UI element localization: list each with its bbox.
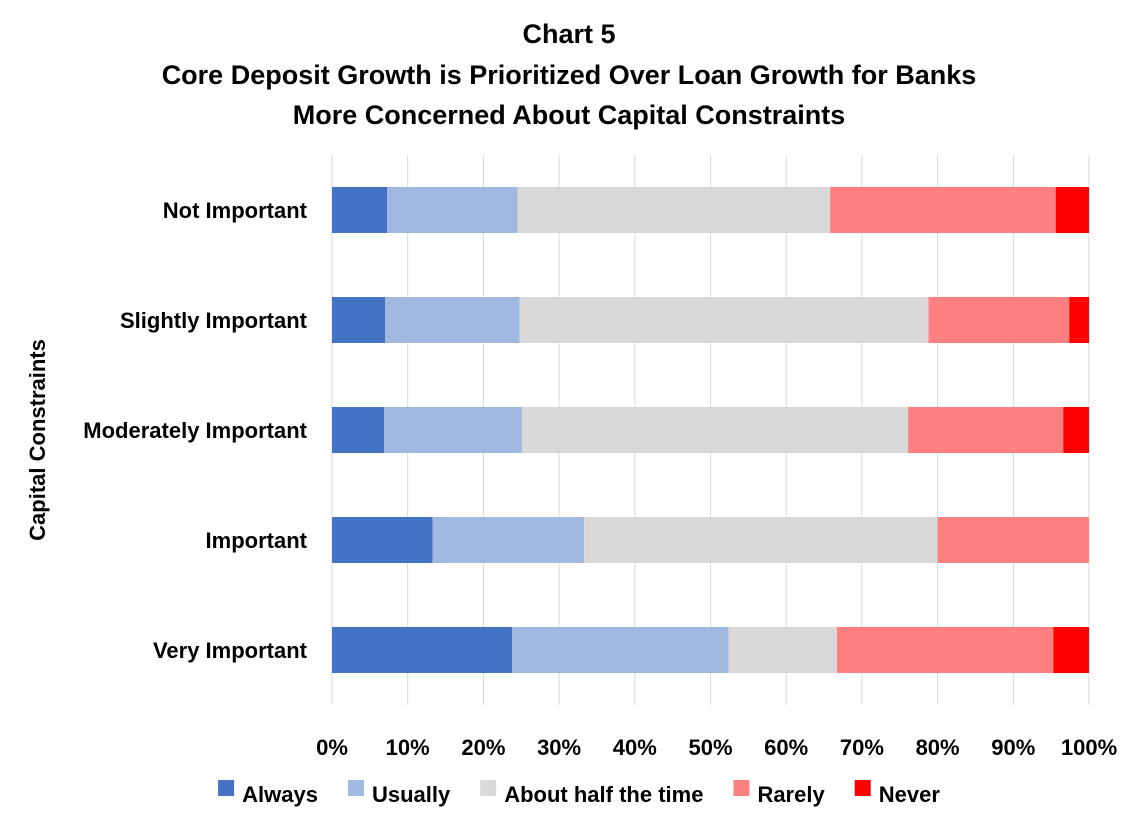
bar-segment (908, 407, 1064, 453)
legend-label: Usually (372, 782, 451, 807)
legend-label: Rarely (757, 782, 825, 807)
y-axis-title: Capital Constraints (25, 339, 50, 541)
bar-segment (332, 187, 388, 233)
bar-segment (522, 407, 909, 453)
x-tick-label: 60% (764, 735, 808, 760)
legend-item: Never (854, 780, 941, 807)
x-tick-label: 90% (991, 735, 1035, 760)
legend-swatch (480, 780, 497, 796)
category-label: Slightly Important (120, 308, 308, 333)
bar-segment (928, 297, 1070, 343)
legend-swatch (218, 780, 235, 796)
legend-label: Never (879, 782, 941, 807)
bar-segment (332, 297, 385, 343)
chart-title-line-1: Chart 5 (522, 19, 616, 49)
x-tick-label: 20% (461, 735, 505, 760)
x-tick-label: 80% (916, 735, 960, 760)
bars (332, 187, 1089, 673)
legend-item: Usually (347, 780, 451, 807)
x-tick-label: 30% (537, 735, 581, 760)
bar-segment (512, 627, 729, 673)
bar-segment (332, 627, 513, 673)
legend-swatch (347, 780, 364, 796)
bar-segment (830, 187, 1056, 233)
legend-item: Rarely (733, 780, 825, 807)
bar-segment (1055, 187, 1089, 233)
legend-item: About half the time (480, 780, 703, 807)
legend-item: Always (218, 780, 318, 807)
bar-segment (728, 627, 837, 673)
bar-segment (519, 297, 929, 343)
bar-segment (1053, 627, 1089, 673)
bar-segment (384, 297, 520, 343)
x-tick-label: 70% (840, 735, 884, 760)
category-label: Moderately Important (83, 418, 307, 443)
bar-segment (384, 407, 523, 453)
x-axis-tick-labels: 0% 10% 20% 30% 40% 50% 60% 70% 80% 90% 100% (316, 735, 1117, 760)
bar-segment (517, 187, 831, 233)
legend-swatch (733, 780, 750, 796)
legend-label: Always (242, 782, 318, 807)
bar-segment (1063, 407, 1089, 453)
bar-segment (432, 517, 585, 563)
x-tick-label: 10% (386, 735, 430, 760)
bar-segment (332, 407, 385, 453)
legend-swatch (854, 780, 871, 796)
bar-segment (836, 627, 1054, 673)
legend: Always Usually About half the time Rarely Ne… (218, 780, 940, 807)
bar-segment (332, 517, 433, 563)
x-tick-label: 50% (688, 735, 732, 760)
bar-segment (584, 517, 938, 563)
category-labels: Not Important Slightly Important Moderatel… (83, 198, 307, 663)
x-tick-label: 40% (613, 735, 657, 760)
legend-label: About half the time (504, 782, 703, 807)
chart-title-line-2: Core Deposit Growth is Prioritized Over … (161, 60, 977, 90)
bar-segment (937, 517, 1089, 563)
bar-segment (1069, 297, 1089, 343)
category-label: Very Important (153, 638, 308, 663)
bar-segment (387, 187, 518, 233)
chart-title-line-3: More Concerned About Capital Constraints (292, 100, 846, 130)
x-tick-label: 100% (1061, 735, 1117, 760)
x-tick-label: 0% (316, 735, 348, 760)
category-label: Not Important (163, 198, 308, 223)
category-label: Important (206, 528, 308, 553)
